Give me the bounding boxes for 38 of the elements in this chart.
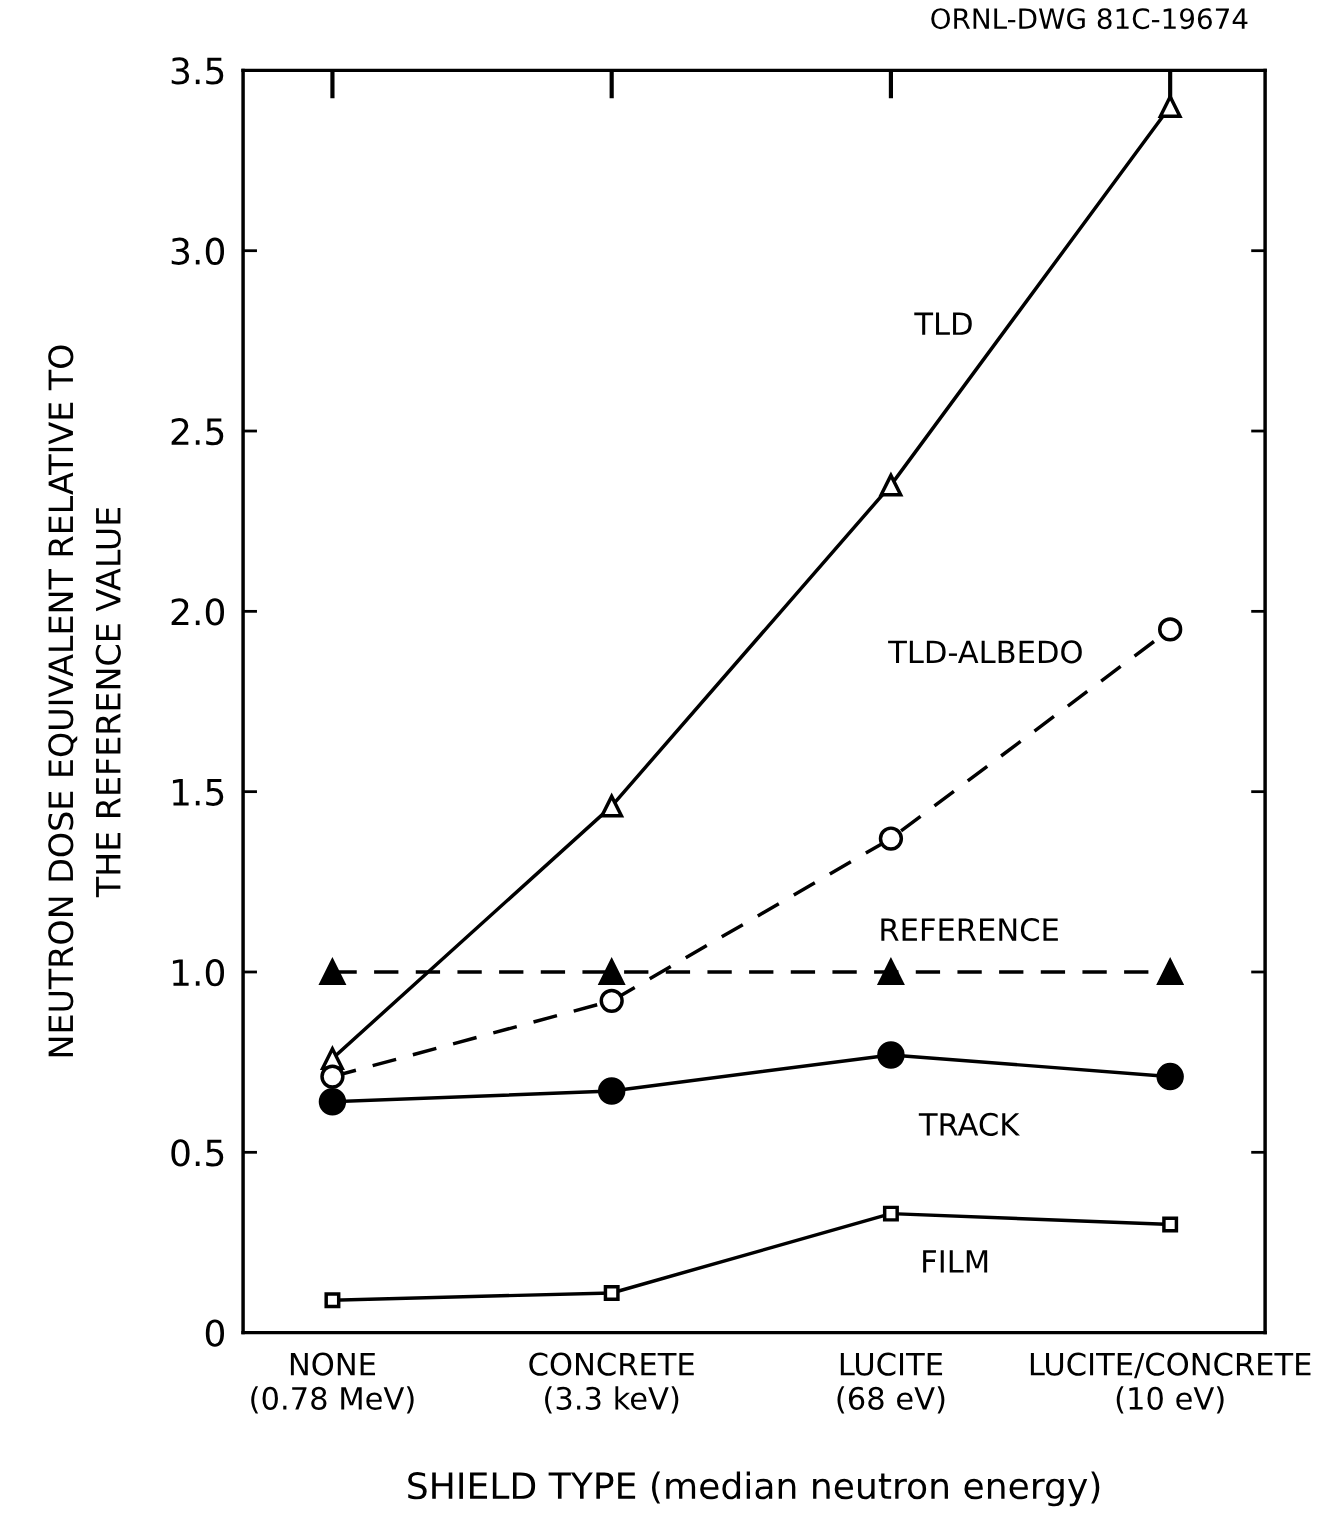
- point: [324, 1292, 341, 1309]
- point: [318, 1088, 347, 1116]
- point: [600, 792, 625, 818]
- point: [878, 826, 904, 851]
- point: [603, 1284, 620, 1301]
- point: [878, 959, 904, 985]
- point: [319, 959, 346, 985]
- y-tick-label: 2.0: [171, 598, 225, 626]
- series-label: TLD: [914, 312, 972, 335]
- y-axis-title: NEUTRON DOSE EQUIVALENT RELATIVE TO THE REFERENCE VALUE: [48, 345, 121, 1057]
- point: [597, 1077, 626, 1105]
- point: [882, 1205, 899, 1222]
- point: [1158, 617, 1183, 642]
- text: ORNL-DWG 81C-19674: [931, 8, 1248, 30]
- y-tick-label: 2.5: [171, 417, 224, 446]
- y-tick-label: 1.0: [172, 958, 225, 987]
- y-tick-label: 0.5: [171, 1139, 224, 1167]
- point: [1157, 959, 1184, 985]
- y-tick-label: 1.5: [172, 779, 224, 806]
- y-tick-label: 0: [205, 1319, 225, 1347]
- point: [1162, 1216, 1179, 1233]
- series-label: TLD-ALBEDO: [888, 640, 1082, 664]
- point: [1156, 1062, 1184, 1091]
- y-tick-label: 3.5: [171, 57, 224, 85]
- point: [878, 471, 904, 497]
- x-tick-label: LUCITE (68 eV): [837, 1352, 945, 1414]
- x-axis-title: SHIELD TYPE (median neutron energy): [408, 1471, 1100, 1507]
- series-label: FILM: [923, 1250, 988, 1273]
- point: [877, 1041, 905, 1069]
- series-label: TRACK: [918, 1112, 1020, 1136]
- point: [599, 988, 624, 1013]
- point: [320, 1064, 345, 1089]
- x-tick-label: LUCITE/CONCRETE (10 eV): [1030, 1352, 1311, 1414]
- x-tick-label: CONCRETE (3.3 keV): [529, 1352, 694, 1414]
- point: [598, 959, 625, 985]
- series-label: REFERENCE: [881, 918, 1058, 942]
- x-tick-label: NONE (0.78 MeV): [251, 1352, 414, 1414]
- y-tick-label: 3.0: [171, 237, 225, 265]
